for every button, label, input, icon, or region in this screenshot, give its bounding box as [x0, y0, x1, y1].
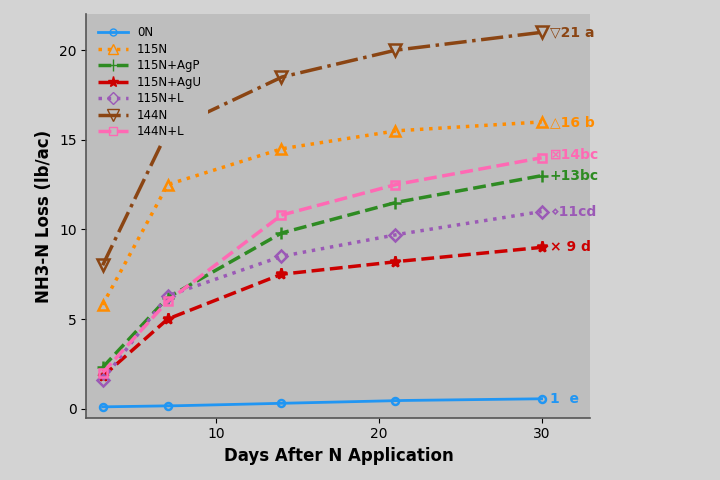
Y-axis label: NH3-N Loss (lb/ac): NH3-N Loss (lb/ac): [35, 130, 53, 302]
Text: 1  e: 1 e: [550, 392, 579, 406]
Text: ▽21 a: ▽21 a: [550, 25, 594, 39]
Text: ⊠14bc: ⊠14bc: [550, 147, 599, 161]
Legend: 0N, 115N, 115N+AgP, 115N+AgU, 115N+L, 144N, 144N+L: 0N, 115N, 115N+AgP, 115N+AgU, 115N+L, 14…: [92, 20, 208, 144]
Text: ⋄11cd: ⋄11cd: [550, 204, 596, 218]
Text: × 9 d: × 9 d: [550, 240, 590, 254]
Text: +13bc: +13bc: [550, 168, 599, 183]
X-axis label: Days After N Application: Days After N Application: [223, 447, 454, 465]
Text: △16 b: △16 b: [550, 115, 595, 129]
